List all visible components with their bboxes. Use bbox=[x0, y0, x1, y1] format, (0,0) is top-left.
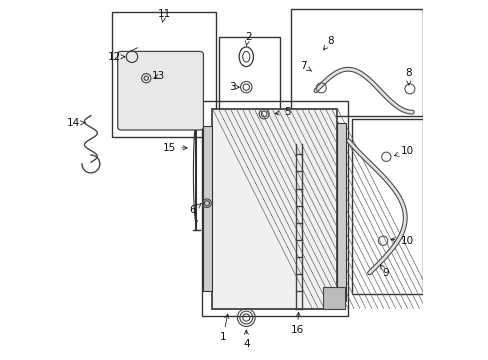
Text: 10: 10 bbox=[390, 236, 413, 246]
Text: 6: 6 bbox=[189, 204, 201, 215]
Bar bbox=[219, 37, 280, 112]
Bar bbox=[351, 119, 422, 294]
Text: 15: 15 bbox=[163, 143, 187, 153]
FancyBboxPatch shape bbox=[118, 51, 203, 130]
Text: 8: 8 bbox=[323, 36, 333, 50]
Bar bbox=[290, 9, 422, 116]
Text: 13: 13 bbox=[152, 71, 165, 81]
Bar bbox=[203, 126, 212, 291]
Text: 5: 5 bbox=[274, 107, 290, 117]
Text: 16: 16 bbox=[290, 312, 304, 335]
Text: 1: 1 bbox=[219, 314, 228, 342]
Text: 14: 14 bbox=[66, 118, 85, 128]
Bar bbox=[112, 12, 216, 137]
Bar bbox=[337, 123, 346, 301]
Text: 2: 2 bbox=[244, 32, 251, 45]
Text: 10: 10 bbox=[394, 147, 413, 157]
Bar bbox=[212, 109, 337, 309]
Bar bbox=[323, 287, 344, 309]
Text: 12: 12 bbox=[107, 52, 125, 62]
Text: 4: 4 bbox=[243, 330, 249, 349]
Text: 11: 11 bbox=[157, 9, 170, 22]
Text: 8: 8 bbox=[405, 68, 411, 85]
Text: 9: 9 bbox=[380, 265, 388, 278]
Text: 7: 7 bbox=[300, 61, 311, 71]
Bar bbox=[201, 102, 347, 316]
Text: 3: 3 bbox=[228, 82, 239, 92]
